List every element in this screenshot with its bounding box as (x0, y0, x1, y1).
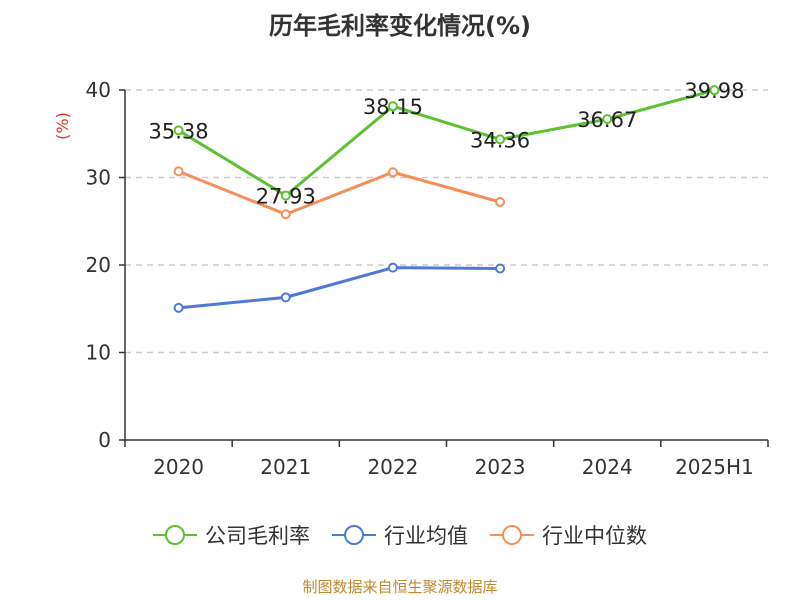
legend-marker-industry-mean (332, 523, 376, 547)
data-label: 27.93 (256, 185, 316, 209)
data-point-industry-median (173, 166, 184, 177)
legend-item-industry-mean[interactable]: 行业均值 (332, 520, 468, 550)
x-tick-label: 2022 (367, 455, 418, 479)
legend-item-company[interactable]: 公司毛利率 (153, 520, 310, 550)
legend: 公司毛利率 行业均值 行业中位数 (0, 520, 800, 550)
chart-title: 历年毛利率变化情况(%) (269, 12, 531, 40)
data-point-industry-mean (280, 292, 291, 303)
x-tick-label: 2024 (582, 455, 633, 479)
legend-label-company: 公司毛利率 (205, 524, 310, 548)
x-tick-label: 2023 (475, 455, 526, 479)
legend-label-industry-mean: 行业均值 (384, 524, 468, 548)
data-point-company (602, 114, 613, 125)
data-point-company (495, 134, 506, 145)
data-label: 35.38 (149, 119, 209, 143)
x-tick-label: 2025H1 (675, 455, 754, 479)
data-label: 34.36 (470, 128, 530, 152)
data-point-industry-median (387, 167, 398, 178)
y-tick-label: 40 (86, 78, 111, 102)
data-point-industry-median (495, 197, 506, 207)
x-tick-label: 2020 (153, 455, 204, 479)
y-tick-label: 30 (86, 166, 111, 190)
legend-marker-industry-median (490, 523, 534, 547)
data-point-industry-mean (495, 263, 506, 274)
data-point-industry-median (280, 209, 291, 220)
data-label: 39.98 (684, 79, 744, 103)
data-point-company (280, 190, 291, 201)
legend-marker-company (153, 523, 197, 547)
data-label: 36.67 (577, 108, 637, 132)
y-axis-label: (%) (53, 112, 72, 140)
data-point-company (709, 85, 720, 96)
data-point-company (387, 101, 398, 112)
legend-label-industry-median: 行业中位数 (542, 524, 647, 548)
series-line-industry-median (178, 169, 501, 216)
series-line-company (177, 88, 715, 198)
data-source-note: 制图数据来自恒生聚源数据库 (302, 578, 498, 596)
data-point-company (173, 125, 184, 136)
x-tick-label: 2021 (260, 455, 311, 479)
data-label: 38.15 (363, 95, 423, 119)
data-point-industry-mean (173, 302, 184, 313)
series-line-industry-mean (178, 266, 501, 310)
y-tick-label: 10 (86, 341, 111, 365)
data-point-industry-mean (387, 262, 398, 273)
legend-item-industry-median[interactable]: 行业中位数 (490, 520, 647, 550)
y-tick-label: 0 (98, 428, 111, 452)
y-tick-label: 20 (86, 253, 111, 277)
